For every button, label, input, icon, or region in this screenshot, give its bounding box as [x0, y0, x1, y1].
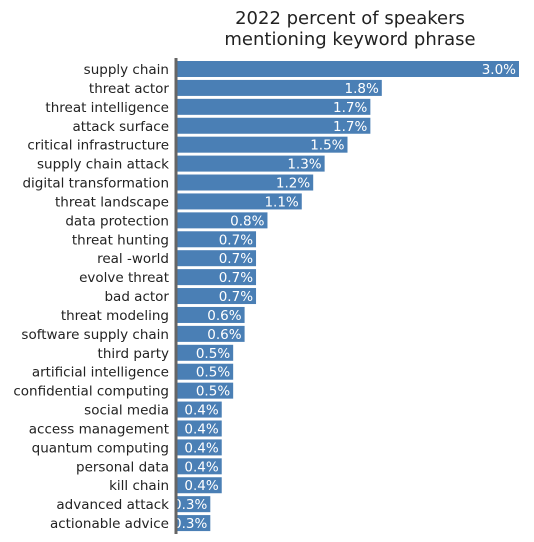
- category-label: threat modeling: [61, 308, 169, 324]
- data-label: 0.7%: [219, 232, 253, 248]
- data-label: 1.1%: [264, 194, 298, 210]
- category-label: kill chain: [109, 478, 169, 494]
- data-label: 0.5%: [196, 346, 230, 362]
- bar: [176, 344, 234, 361]
- category-label: access management: [29, 421, 169, 437]
- data-label: 1.8%: [344, 81, 378, 97]
- category-label: attack surface: [72, 119, 169, 135]
- bar: [176, 363, 234, 380]
- category-label: threat landscape: [55, 194, 169, 210]
- data-label: 1.5%: [310, 138, 344, 154]
- category-label: digital transformation: [22, 176, 169, 192]
- bar: [176, 458, 222, 475]
- data-label: 3.0%: [482, 62, 516, 78]
- data-label: 1.2%: [276, 176, 310, 192]
- category-label: personal data: [76, 459, 169, 475]
- category-label: threat hunting: [72, 232, 169, 248]
- category-label: supply chain: [84, 62, 169, 78]
- data-label: 0.4%: [184, 440, 218, 456]
- category-label: data protection: [65, 213, 169, 229]
- bar: [176, 117, 371, 134]
- data-label: 0.4%: [184, 421, 218, 437]
- bar: [176, 136, 348, 153]
- bar: [176, 382, 234, 399]
- data-label: 0.7%: [219, 270, 253, 286]
- category-label: critical infrastructure: [27, 138, 169, 154]
- category-label: artificial intelligence: [32, 365, 169, 381]
- data-label: 0.4%: [184, 478, 218, 494]
- category-label: evolve threat: [79, 270, 169, 286]
- category-label: actionable advice: [50, 516, 169, 532]
- bar: [176, 79, 382, 96]
- data-label: 0.5%: [196, 365, 230, 381]
- chart-title: 2022 percent of speakers mentioning keyw…: [200, 8, 500, 50]
- bar: [176, 231, 257, 248]
- bar: [176, 477, 222, 494]
- bar: [176, 496, 211, 513]
- category-labels-group: supply chain threat actor threat intellige…: [13, 62, 169, 532]
- data-label: 0.6%: [207, 308, 241, 324]
- data-label: 1.7%: [333, 100, 367, 116]
- data-label: 0.4%: [184, 403, 218, 419]
- category-label: software supply chain: [21, 327, 169, 343]
- chart-title-line-1: 2022 percent of speakers: [235, 8, 465, 29]
- category-label: confidential computing: [13, 384, 169, 400]
- bars-group: [176, 61, 519, 532]
- category-label: threat actor: [89, 81, 170, 97]
- category-label: supply chain attack: [37, 157, 169, 173]
- category-label: real -world: [97, 251, 169, 267]
- category-label: third party: [98, 346, 169, 362]
- data-label: 0.3%: [173, 516, 207, 532]
- bar: [176, 515, 211, 532]
- bar: [176, 306, 245, 323]
- data-label: 0.7%: [219, 289, 253, 305]
- bar: [176, 288, 257, 305]
- bar: [176, 155, 325, 172]
- bar: [176, 269, 257, 286]
- bar: [176, 193, 302, 210]
- category-label: threat intelligence: [45, 100, 169, 116]
- data-label: 1.7%: [333, 119, 367, 135]
- bar: [176, 174, 314, 191]
- category-label: advanced attack: [56, 497, 169, 513]
- data-labels-group: 3.0% 1.8% 1.7% 1.7% 1.5% 1.3% 1.2% 1.1%0.8% 0.7%…: [173, 62, 516, 532]
- bar: [176, 439, 222, 456]
- data-label: 0.5%: [196, 384, 230, 400]
- data-label: 0.3%: [173, 497, 207, 513]
- bar: [176, 420, 222, 437]
- category-label: quantum computing: [32, 440, 169, 456]
- category-label: social media: [84, 403, 169, 419]
- chart-title-line-2: mentioning keyword phrase: [224, 29, 476, 50]
- data-label: 0.7%: [219, 251, 253, 267]
- bar: [176, 401, 222, 418]
- bar: [176, 61, 519, 77]
- data-label: 0.4%: [184, 459, 218, 475]
- bar: [176, 325, 245, 342]
- bar: [176, 212, 268, 229]
- bar: [176, 98, 371, 115]
- category-label: bad actor: [104, 289, 169, 305]
- data-label: 0.6%: [207, 327, 241, 343]
- bar: [176, 250, 257, 267]
- data-label: 0.8%: [230, 213, 264, 229]
- data-label: 1.3%: [287, 157, 321, 173]
